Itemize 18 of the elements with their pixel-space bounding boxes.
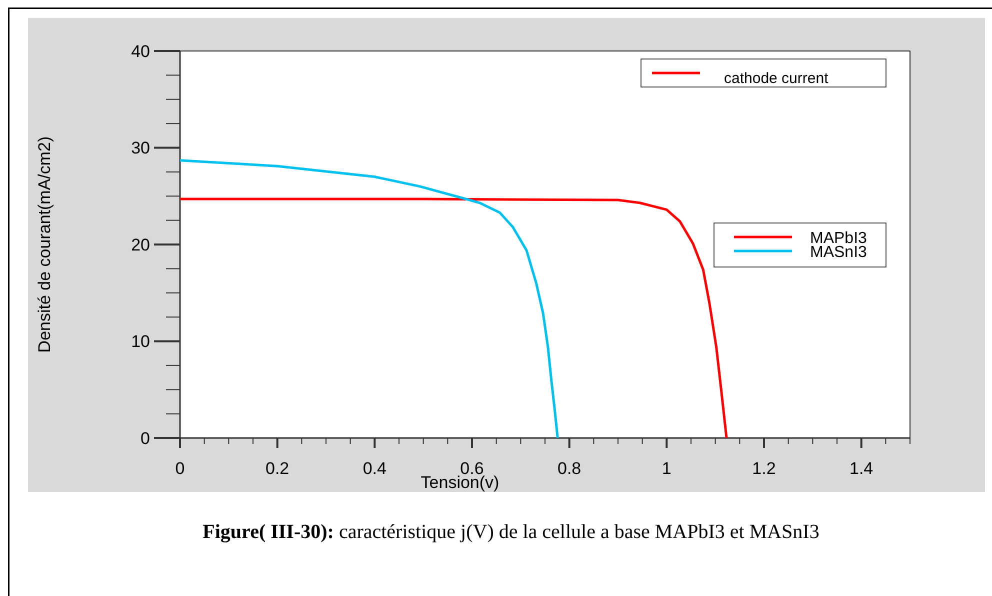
text: Figure( III-30): caractéristique j(V) de la cellule a base MAPbI3 et MASnI3 bbox=[202, 521, 820, 543]
x-tick-label: 0.2 bbox=[266, 459, 290, 478]
x-tick-label: 1.2 bbox=[752, 459, 776, 478]
legend-label: MASnI3 bbox=[810, 244, 868, 261]
y-axis-title: Densité de courant(mA/cm2) bbox=[35, 136, 54, 353]
legend-label: MAPbI3 bbox=[810, 230, 868, 247]
y-tick-label: 40 bbox=[131, 42, 150, 61]
y-tick-label: 20 bbox=[131, 235, 150, 254]
x-tick-label: 0.4 bbox=[362, 459, 386, 478]
x-tick-label: 1.4 bbox=[850, 459, 874, 478]
y-tick-label: 0 bbox=[140, 428, 150, 448]
y-tick-label: 10 bbox=[131, 332, 150, 352]
x-axis-title: Tension(v) bbox=[420, 473, 500, 492]
annotation: cathode current bbox=[724, 70, 830, 87]
x-tick-label: 0 bbox=[175, 459, 185, 478]
y-tick-label: 30 bbox=[131, 138, 150, 158]
x-tick-label: 0.8 bbox=[558, 459, 582, 478]
x-tick-label: 1 bbox=[662, 459, 672, 478]
